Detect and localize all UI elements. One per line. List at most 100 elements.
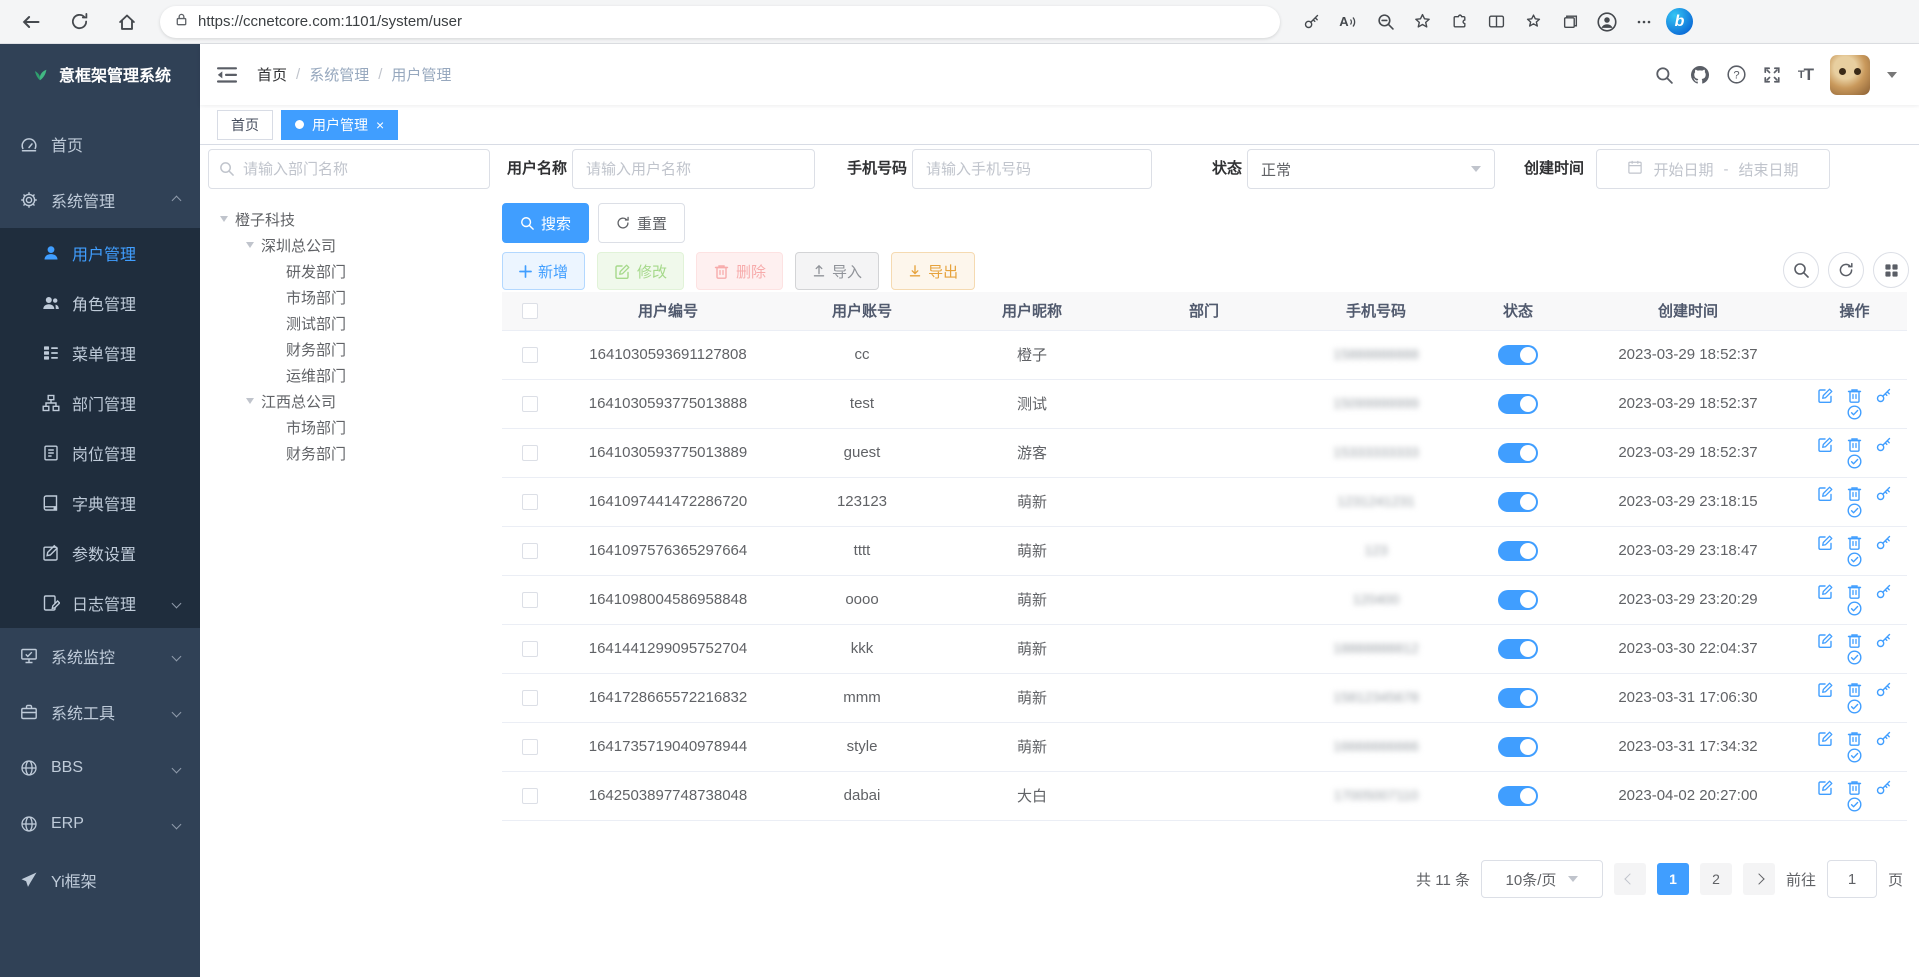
delete-icon[interactable]: [1846, 485, 1863, 502]
select-all-checkbox[interactable]: [522, 303, 538, 320]
column-settings-icon[interactable]: [1873, 252, 1909, 288]
page-button-1[interactable]: 1: [1656, 863, 1689, 895]
row-checkbox[interactable]: [522, 445, 538, 462]
assign-role-icon[interactable]: [1846, 404, 1863, 421]
edit-icon[interactable]: [1817, 534, 1834, 551]
sidebar-item-log-mgmt[interactable]: 日志管理: [0, 578, 200, 628]
breadcrumb-system[interactable]: 系统管理: [309, 67, 370, 84]
delete-icon[interactable]: [1846, 730, 1863, 747]
sidebar-item-bbs[interactable]: BBS: [0, 740, 200, 796]
edit-icon[interactable]: [1817, 583, 1834, 600]
assign-role-icon[interactable]: [1846, 796, 1863, 813]
read-aloud-icon[interactable]: A: [1333, 7, 1363, 37]
goto-page-input[interactable]: [1826, 860, 1877, 898]
tree-node[interactable]: 江西总公司: [208, 388, 490, 414]
prev-page-button[interactable]: [1613, 863, 1646, 895]
row-checkbox[interactable]: [522, 543, 538, 560]
avatar[interactable]: [1830, 54, 1870, 95]
reset-password-icon[interactable]: [1875, 485, 1892, 502]
tab-user-mgmt[interactable]: 用户管理 ×: [281, 109, 399, 140]
row-checkbox[interactable]: [522, 739, 538, 756]
search-button[interactable]: 搜索: [502, 203, 590, 243]
reset-password-icon[interactable]: [1875, 436, 1892, 453]
status-toggle[interactable]: [1498, 393, 1538, 414]
reset-button[interactable]: 重置: [598, 203, 686, 243]
reset-password-icon[interactable]: [1875, 387, 1892, 404]
reset-password-icon[interactable]: [1875, 681, 1892, 698]
row-checkbox[interactable]: [522, 788, 538, 805]
status-toggle[interactable]: [1498, 344, 1538, 365]
page-size-select[interactable]: 10条/页: [1480, 860, 1603, 898]
sidebar-item-role-mgmt[interactable]: 角色管理: [0, 278, 200, 328]
sidebar-item-dept-mgmt[interactable]: 部门管理: [0, 378, 200, 428]
key-icon[interactable]: [1296, 7, 1326, 37]
edit-icon[interactable]: [1817, 779, 1834, 796]
sidebar-item-monitor[interactable]: 系统监控: [0, 628, 200, 684]
delete-icon[interactable]: [1846, 681, 1863, 698]
bing-icon[interactable]: b: [1666, 8, 1693, 35]
delete-icon[interactable]: [1846, 632, 1863, 649]
delete-icon[interactable]: [1846, 436, 1863, 453]
status-toggle[interactable]: [1498, 638, 1538, 659]
date-range-picker[interactable]: 开始日期 - 结束日期: [1596, 149, 1830, 189]
edit-icon[interactable]: [1817, 730, 1834, 747]
url-input[interactable]: [198, 13, 1266, 30]
fullscreen-icon[interactable]: [1763, 66, 1781, 84]
split-screen-icon[interactable]: [1481, 7, 1511, 37]
status-toggle[interactable]: [1498, 540, 1538, 561]
sidebar-item-param-settings[interactable]: 参数设置: [0, 528, 200, 578]
sidebar-item-system[interactable]: 系统管理: [0, 172, 200, 228]
more-icon[interactable]: [1629, 7, 1659, 37]
row-checkbox[interactable]: [522, 347, 538, 364]
username-input[interactable]: [572, 149, 815, 189]
assign-role-icon[interactable]: [1846, 502, 1863, 519]
sidebar-item-post-mgmt[interactable]: 岗位管理: [0, 428, 200, 478]
assign-role-icon[interactable]: [1846, 551, 1863, 568]
edit-icon[interactable]: [1817, 387, 1834, 404]
sidebar-item-tools[interactable]: 系统工具: [0, 684, 200, 740]
sidebar-item-dict-mgmt[interactable]: 字典管理: [0, 478, 200, 528]
tree-node[interactable]: 运维部门: [208, 362, 490, 388]
status-toggle[interactable]: [1498, 589, 1538, 610]
assign-role-icon[interactable]: [1846, 747, 1863, 764]
tab-close-icon[interactable]: ×: [376, 116, 385, 133]
extensions-icon[interactable]: [1444, 7, 1474, 37]
page-button-2[interactable]: 2: [1699, 863, 1732, 895]
status-toggle[interactable]: [1498, 687, 1538, 708]
reset-password-icon[interactable]: [1875, 730, 1892, 747]
tree-node-root[interactable]: 橙子科技: [208, 206, 490, 232]
home-icon[interactable]: [112, 7, 142, 37]
sidebar-item-home[interactable]: 首页: [0, 116, 200, 172]
sidebar-item-yi-framework[interactable]: Yi框架: [0, 852, 200, 908]
status-toggle[interactable]: [1498, 491, 1538, 512]
delete-icon[interactable]: [1846, 583, 1863, 600]
reset-password-icon[interactable]: [1875, 534, 1892, 551]
reset-password-icon[interactable]: [1875, 632, 1892, 649]
tab-home[interactable]: 首页: [217, 109, 273, 140]
reset-password-icon[interactable]: [1875, 779, 1892, 796]
edit-button[interactable]: 修改: [597, 252, 685, 290]
address-bar[interactable]: [160, 5, 1280, 38]
sidebar-item-menu-mgmt[interactable]: 菜单管理: [0, 328, 200, 378]
tree-node[interactable]: 测试部门: [208, 310, 490, 336]
row-checkbox[interactable]: [522, 592, 538, 609]
tree-node[interactable]: 市场部门: [208, 414, 490, 440]
add-button[interactable]: 新增: [502, 252, 586, 290]
tree-node[interactable]: 财务部门: [208, 440, 490, 466]
collections-icon[interactable]: [1555, 7, 1585, 37]
assign-role-icon[interactable]: [1846, 453, 1863, 470]
edit-icon[interactable]: [1817, 632, 1834, 649]
back-icon[interactable]: [16, 7, 46, 37]
delete-icon[interactable]: [1846, 779, 1863, 796]
row-checkbox[interactable]: [522, 690, 538, 707]
phone-input[interactable]: [912, 149, 1152, 189]
github-icon[interactable]: [1690, 65, 1710, 85]
edit-icon[interactable]: [1817, 681, 1834, 698]
status-toggle[interactable]: [1498, 442, 1538, 463]
profile-icon[interactable]: [1592, 7, 1622, 37]
breadcrumb-home[interactable]: 首页: [257, 67, 288, 84]
table-refresh-icon[interactable]: [1828, 252, 1864, 288]
table-search-toggle-icon[interactable]: [1783, 252, 1819, 288]
help-icon[interactable]: ?: [1727, 65, 1746, 84]
sidebar-fold-icon[interactable]: [217, 66, 237, 84]
